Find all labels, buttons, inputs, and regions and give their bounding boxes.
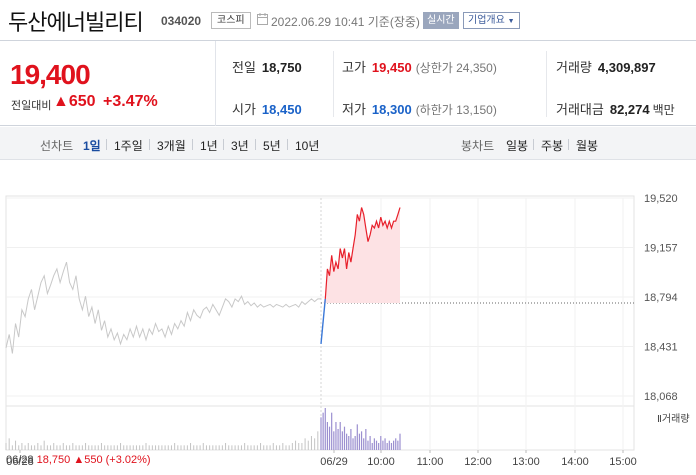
current-price: 19,400 xyxy=(10,59,91,90)
divider xyxy=(546,51,547,117)
realtime-button[interactable]: 실시간 xyxy=(423,12,459,29)
x-tick-label: 13:00 xyxy=(512,456,540,468)
x-tick-label: 11:00 xyxy=(417,456,444,468)
change-amount: ▲650 xyxy=(53,93,96,110)
tab-5year[interactable]: 5년 xyxy=(263,139,281,153)
tab-1day[interactable]: 1일 xyxy=(83,139,101,153)
prev-close: 전일 18,750 xyxy=(232,60,302,75)
stock-name: 두산에너빌리티 xyxy=(8,11,144,36)
chart-frame xyxy=(5,195,635,451)
line-chart-label: 선차트 xyxy=(40,139,74,153)
company-info-dropdown[interactable]: 기업개요 ▼ xyxy=(463,12,520,29)
x-tick-label: 12:00 xyxy=(464,456,492,468)
x-tick-label: 14:00 xyxy=(561,456,589,468)
timestamp: 2022.06.29 10:41 기준(장중) xyxy=(271,15,420,29)
tab-divider xyxy=(287,139,288,150)
y-tick-label: 18,068 xyxy=(644,391,678,403)
tab-monthly-candle[interactable]: 월봉 xyxy=(576,139,599,153)
market-badge: 코스피 xyxy=(211,12,251,29)
stock-code: 034020 xyxy=(161,14,202,28)
up-triangle-icon: ▲ xyxy=(53,93,69,110)
today-down-segment xyxy=(320,298,326,344)
company-info-label: 기업개요 xyxy=(468,15,505,26)
today-price-line xyxy=(324,207,401,299)
x-tick-label: 10:00 xyxy=(367,456,395,468)
tab-3month[interactable]: 3개월 xyxy=(157,139,186,153)
prev-day-line xyxy=(5,261,321,354)
tab-daily-candle[interactable]: 일봉 xyxy=(506,139,529,153)
stock-header: 두산에너빌리티 034020 코스피 2022.06.29 10:41 기준(장… xyxy=(0,0,696,40)
price-chart-svg: 19,520 19,157 18,794 18,431 18,068 06/28 06/29… xyxy=(5,193,678,468)
tab-divider xyxy=(255,139,256,150)
change-label: 전일대비 xyxy=(11,100,52,112)
tab-weekly-candle[interactable]: 주봉 xyxy=(541,139,564,153)
volume-bar-icon: Ⅱ xyxy=(657,414,662,425)
tab-divider xyxy=(533,139,534,150)
divider xyxy=(333,51,334,117)
tab-3year[interactable]: 3년 xyxy=(231,139,249,153)
tab-divider xyxy=(149,139,150,150)
chart-period-tabs: 선차트 1일 1주일 3개월 1년 3년 5년 10년 봉차트 일봉 주봉 월봉 xyxy=(0,127,696,160)
trade-volume: 거래량 4,309,897 xyxy=(556,60,656,75)
y-tick-label: 19,157 xyxy=(644,243,678,255)
trade-amount: 거래대금 82,274 백만 xyxy=(556,102,675,117)
y-tick-label: 18,794 xyxy=(644,292,678,304)
open-price: 시가 18,450 xyxy=(232,102,302,117)
low-price: 저가 18,300 (하한가 13,150) xyxy=(342,102,497,117)
tab-1week[interactable]: 1주일 xyxy=(114,139,143,153)
tab-divider xyxy=(223,139,224,150)
change-percent: +3.47% xyxy=(103,93,158,110)
y-tick-label: 19,520 xyxy=(644,193,678,205)
quote-panel: 19,400 전일대비 ▲650 +3.47% 전일 18,750 고가 19,45… xyxy=(0,40,696,126)
chevron-down-icon: ▼ xyxy=(507,18,515,25)
current-price-box: 19,400 전일대비 ▲650 +3.47% xyxy=(0,41,216,126)
tab-divider xyxy=(192,139,193,150)
volume-legend: Ⅱ거래량 xyxy=(657,414,690,425)
x-tick-label: 06/28 xyxy=(6,456,34,468)
prev-day-summary: 06/28 18,750 ▲550 (+3.02%) xyxy=(6,454,151,466)
clock-icon xyxy=(257,13,268,25)
candle-chart-label: 봉차트 xyxy=(461,139,495,153)
x-tick-label: 15:00 xyxy=(609,456,637,468)
price-chart: 19,520 19,157 18,794 18,431 18,068 06/28 06/29… xyxy=(0,160,696,475)
tab-divider xyxy=(568,139,569,150)
y-tick-label: 18,431 xyxy=(644,342,678,354)
tab-1year[interactable]: 1년 xyxy=(200,139,218,153)
tab-divider xyxy=(106,139,107,150)
x-tick-label: 06/29 xyxy=(320,456,348,468)
high-price: 고가 19,450 (상한가 24,350) xyxy=(342,60,497,75)
today-up-area xyxy=(321,207,400,303)
tab-10year[interactable]: 10년 xyxy=(295,139,320,153)
